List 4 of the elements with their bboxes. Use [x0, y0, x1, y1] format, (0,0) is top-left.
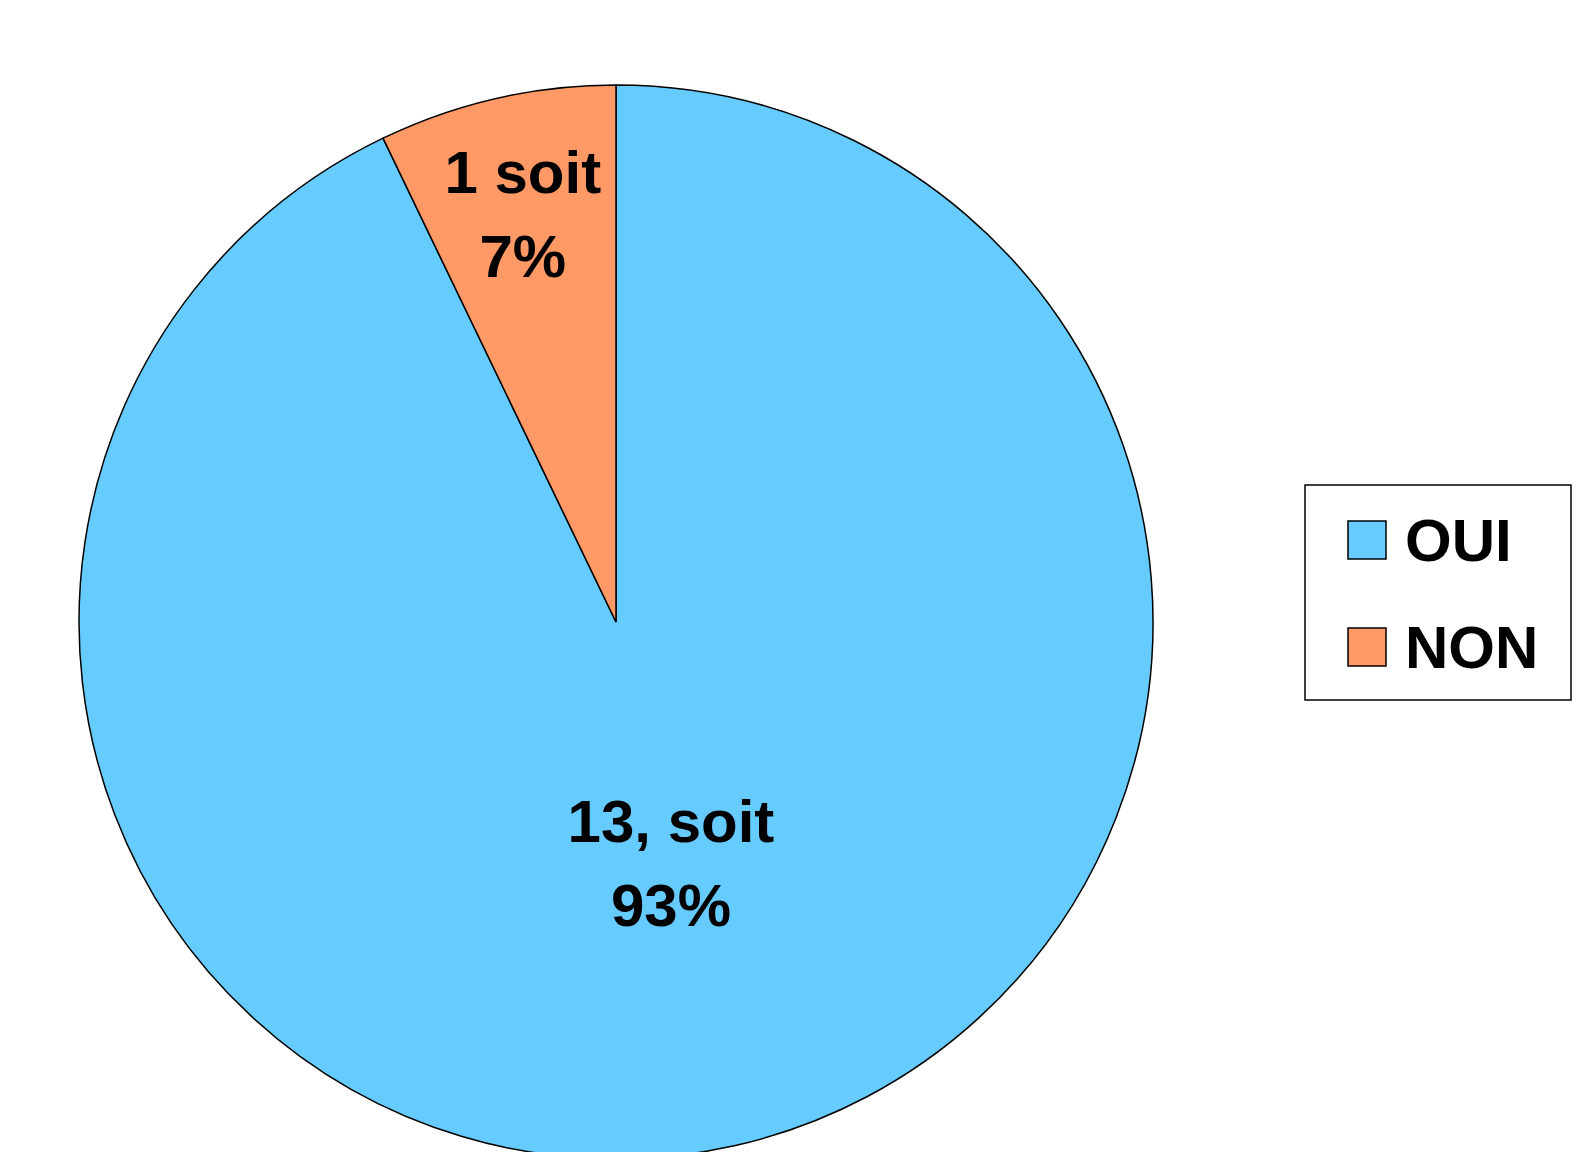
legend-label: NON: [1405, 613, 1539, 681]
data-label: 1 soit 7%: [444, 138, 602, 290]
legend-label: OUI: [1405, 506, 1512, 574]
data-label: 13, soit 93%: [567, 787, 775, 939]
